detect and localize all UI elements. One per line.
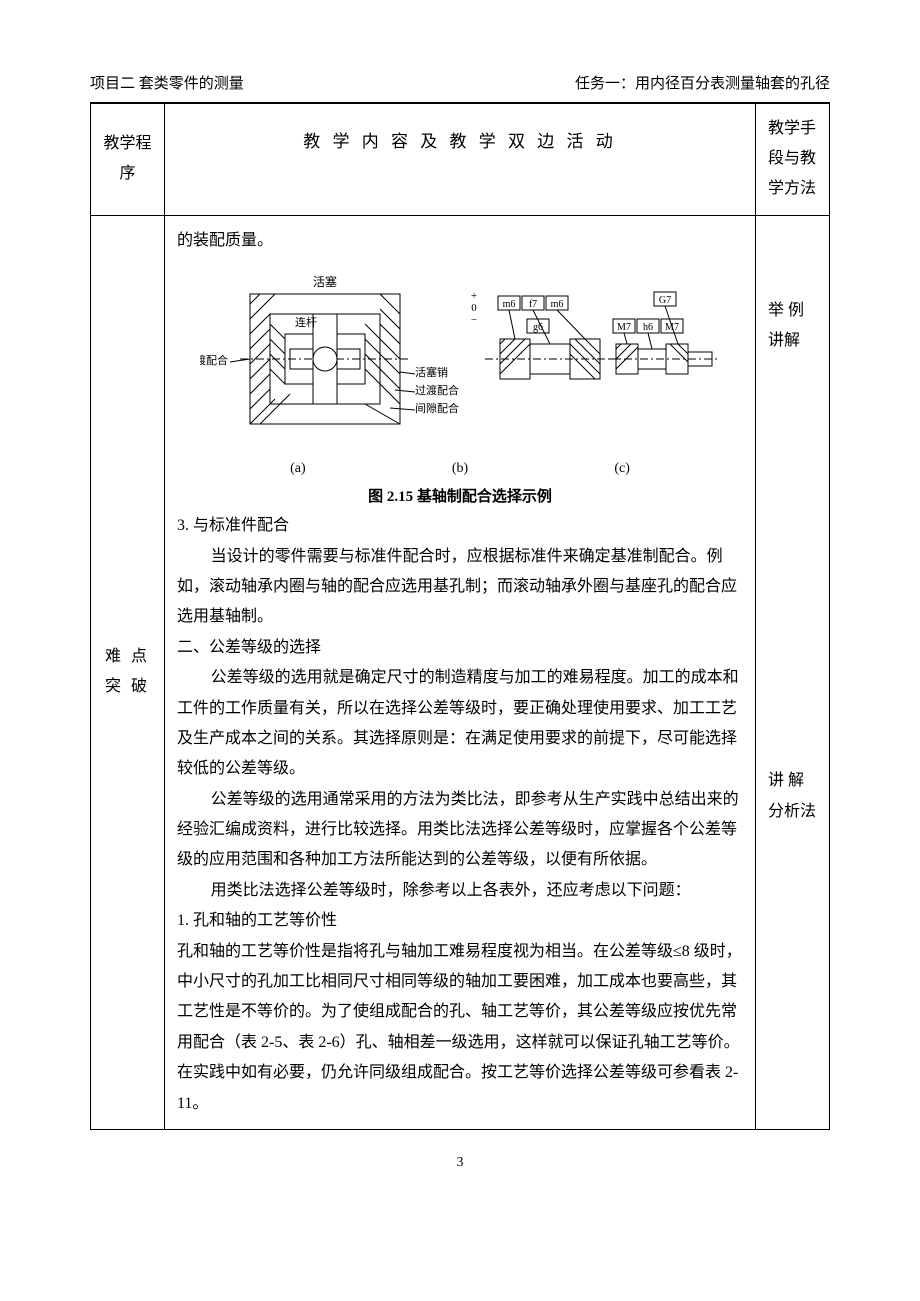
main-table: 教学程序 教 学 内 容 及 教 学 双 边 活 动 教学手段与教学方法 难 点… <box>90 103 830 1130</box>
page-header: 项目二 套类零件的测量 任务一：用内径百分表测量轴套的孔径 <box>90 70 830 103</box>
svg-text:m6: m6 <box>551 299 564 310</box>
table-content-row: 难 点突 破 的装配质量。 <box>91 215 830 1129</box>
content-heading: 1. 孔和轴的工艺等价性 <box>177 906 743 936</box>
content-line: 的装配质量。 <box>177 226 743 256</box>
content-paragraph: 公差等级的选用就是确定尺寸的制造精度与加工的难易程度。加工的成本和工件的工作质量… <box>177 663 743 785</box>
row-right-label: 举 例 讲解 讲 解 分析法 <box>756 215 830 1129</box>
svg-text:g6: g6 <box>533 322 543 333</box>
col-right-header: 教学手段与教学方法 <box>756 103 830 215</box>
svg-text:活塞销: 活塞销 <box>415 365 448 379</box>
content-heading: 二、公差等级的选择 <box>177 633 743 663</box>
content-paragraph: 当设计的零件需要与标准件配合时，应根据标准件来确定基准制配合。例如，滚动轴承内圈… <box>177 542 743 633</box>
svg-text:连杆: 连杆 <box>295 315 317 329</box>
col-left-header: 教学程序 <box>91 103 165 215</box>
figure-caption: 图 2.15 基轴制配合选择示例 <box>177 483 743 512</box>
svg-text:−: − <box>471 314 477 326</box>
figure-diagram: 活塞 连杆 过渡配合 活塞销 过渡配合 间隙配合 <box>200 264 720 454</box>
svg-text:过渡配合: 过渡配合 <box>415 383 459 397</box>
page-number: 3 <box>90 1150 830 1177</box>
svg-text:h6: h6 <box>643 322 653 333</box>
content-heading: 3. 与标准件配合 <box>177 511 743 541</box>
svg-text:过渡配合: 过渡配合 <box>200 353 228 367</box>
svg-text:M7: M7 <box>617 322 631 333</box>
svg-text:m6: m6 <box>503 299 516 310</box>
svg-text:0: 0 <box>471 302 477 314</box>
content-paragraph: 孔和轴的工艺等价性是指将孔与轴加工难易程度视为相当。在公差等级≤8 级时，中小尺… <box>177 937 743 1119</box>
header-left: 项目二 套类零件的测量 <box>90 70 244 99</box>
svg-text:+: + <box>471 290 477 302</box>
header-right: 任务一：用内径百分表测量轴套的孔径 <box>575 70 830 99</box>
content-cell: 的装配质量。 <box>165 215 756 1129</box>
svg-text:f7: f7 <box>529 299 537 310</box>
col-center-header: 教 学 内 容 及 教 学 双 边 活 动 <box>165 103 756 215</box>
row-left-label: 难 点突 破 <box>91 215 165 1129</box>
content-paragraph: 用类比法选择公差等级时，除参考以上各表外，还应考虑以下问题： <box>177 876 743 906</box>
svg-text:M7: M7 <box>665 322 679 333</box>
table-header-row: 教学程序 教 学 内 容 及 教 学 双 边 活 动 教学手段与教学方法 <box>91 103 830 215</box>
content-paragraph: 公差等级的选用通常采用的方法为类比法，即参考从生产实践中总结出来的经验汇编成资料… <box>177 785 743 876</box>
svg-text:间隙配合: 间隙配合 <box>415 401 459 415</box>
svg-text:G7: G7 <box>659 295 671 306</box>
svg-text:活塞: 活塞 <box>313 274 337 289</box>
figure-labels: (a) (b) (c) <box>177 456 743 483</box>
